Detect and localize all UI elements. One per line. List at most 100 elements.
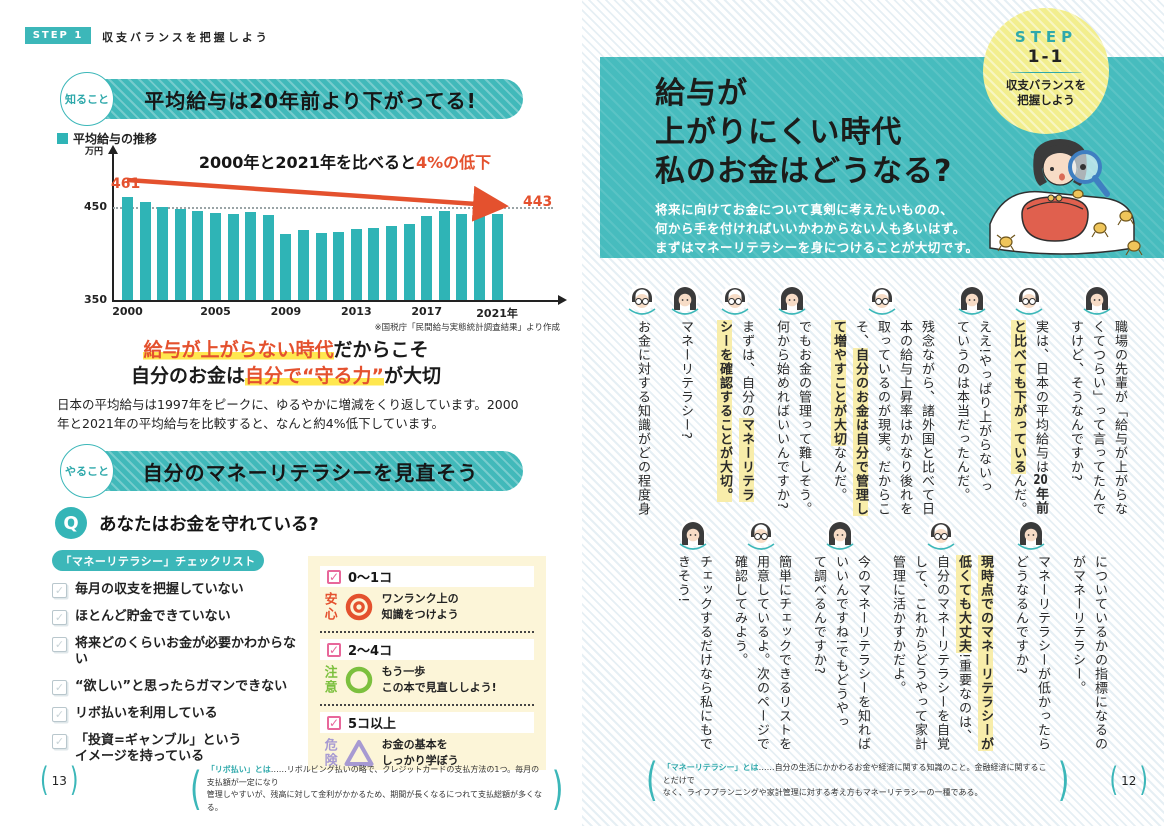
score-description: お金の基本を しっかり学ぼう (381, 738, 459, 767)
checklist-item: ✓ 毎月の収支を把握していない (52, 582, 302, 598)
checked-checkbox-icon: ✓ (327, 642, 341, 657)
paren-open-icon: ( (190, 762, 202, 816)
chart-bar (438, 210, 450, 300)
checkbox-icon: ✓ (52, 707, 67, 722)
annotation-red: 4%の低下 (415, 153, 492, 172)
do-badge: やること (60, 444, 114, 498)
speech-line: 確認してみよう。 (732, 555, 747, 667)
score-box: ✓ 0〜1コ 安心 ワンランク上の 知識をつけよう ✓ 2〜4コ 注意 もう一歩 この本で見直しし… (308, 556, 546, 770)
speech-line: 職場の先輩が「給与が上がらな (1112, 320, 1127, 516)
speech-line: どうなるんですか? (1013, 555, 1028, 675)
hero-title-line1: 給与が (655, 76, 748, 111)
y-axis-arrow-icon (108, 145, 118, 154)
speech-line: まずは、自分のマネーリテラ (739, 320, 754, 502)
score-word: 安心 (321, 592, 337, 622)
headline-line: 自分のお金は自分で“守る力”が大切 (0, 363, 572, 389)
speech-line: 本の給与上昇率はかなり後れを (897, 320, 912, 516)
paren-close-icon: ) (551, 762, 564, 816)
legend-square-icon (57, 133, 68, 144)
speech-woman: でもお金の管理って難しそう。 何から始めればいいんですか? (770, 283, 814, 533)
hero-sub-line2: 何から手を付ければいいかわからない人も多いはず。 (655, 221, 966, 236)
checklist-item-label: 「投資=ギャンブル」という イメージを持っている (75, 733, 242, 764)
score-description: ワンランク上の 知識をつけよう (381, 592, 459, 621)
headline: 給与が上がらない時代だからこそ 自分のお金は自分で“守る力”が大切 (0, 337, 572, 389)
circle-icon (344, 665, 374, 695)
speech-woman: マネーリテラシー? (670, 283, 700, 533)
chart-bar (245, 211, 257, 300)
score-count-label: 5コ以上 (348, 717, 397, 732)
speech-line: でもお金の管理って難しそう。 (796, 320, 811, 516)
speech-woman: 職場の先輩が「給与が上がらな くてつらい」って言ってたんで すけど、そうなんですか? (1064, 283, 1130, 533)
checkbox-icon: ✓ (52, 734, 67, 749)
chart-bar (368, 228, 380, 300)
dotted-separator (320, 631, 534, 633)
hero-subtitle: 将来に向けてお金について真剣に考えたいものの、 何から手を付ければいいかわからな… (655, 200, 1164, 257)
speech-line: 今のマネーリテラシーを知れば (855, 555, 870, 751)
paren-open-icon: ( (40, 761, 49, 800)
speech-line: ええ!やっぱり上がらないっ (976, 320, 991, 495)
chart-bar (315, 233, 327, 300)
avatar-spacer (1073, 518, 1103, 552)
chart-bars (112, 145, 562, 300)
speech-line: マネーリテラシーが低かったら (1035, 555, 1050, 751)
chart-bar (210, 212, 221, 300)
x-axis (112, 300, 560, 302)
step1-tag: STEP 1 (25, 27, 91, 44)
headline-segment: 自分で“守る力” (245, 365, 384, 387)
man-avatar-icon (867, 283, 897, 317)
score-description: もう一歩 この本で見直ししよう! (381, 665, 497, 694)
speech-line: て調べるんですか? (811, 555, 826, 675)
checked-checkbox-icon: ✓ (327, 715, 341, 730)
checklist-items: ✓ 毎月の収支を把握していない ✓ ほとんど貯金できていない ✓ 将来どのくらいお金が必要… (52, 582, 302, 765)
checklist-item: ✓ 「投資=ギャンブル」という イメージを持っている (52, 733, 302, 765)
step-label: STEP (1014, 28, 1078, 46)
man-avatar-icon (926, 518, 956, 552)
speech-line: についているかの指標になるの (1092, 555, 1107, 751)
speech-line: て増やすことが大切なんだ。 (831, 320, 846, 502)
checkbox-icon: ✓ (52, 583, 67, 598)
woman-avatar-icon (670, 283, 700, 317)
chart-bar (386, 225, 397, 300)
chart-bar (298, 230, 309, 300)
speech-text: 実は、日本の平均給与は20年前 と比べても下がっているんだ。 (1007, 320, 1051, 516)
y-tick-450: 450 (84, 200, 107, 213)
paren-open-icon: ( (1109, 761, 1119, 800)
double-circle-icon (344, 592, 374, 622)
speech-line: すけど、そうなんですか? (1068, 320, 1083, 482)
speech-line: シーを確認することが大切。 (717, 320, 732, 502)
speech-line: ていうのは本当だったんだ。 (954, 320, 969, 502)
step-number: 1-1 (1027, 47, 1065, 67)
speech-line: チェックするだけなら私にもで (697, 555, 712, 751)
chart-bar (139, 202, 151, 300)
chart-bar (122, 196, 133, 300)
speech-man: お金に対する知識がどの程度身 (627, 283, 657, 533)
gridline-450 (113, 207, 553, 209)
chart-annotation: 2000年と2021年を比べると4%の低下 (145, 149, 545, 173)
woman-avatar-icon (1082, 283, 1112, 317)
chart-bar (491, 213, 503, 300)
chart-bar (157, 207, 169, 300)
footnote-term: 「リボ払い」とは (206, 765, 271, 774)
speech-text: マネーリテラシー? (674, 320, 696, 440)
page-number-right: ( 12 ) (1110, 762, 1148, 800)
checklist-item: ✓ “欲しい”と思ったらガマンできない (52, 679, 302, 695)
chart-bar (421, 216, 433, 300)
score-detail-row: 注意 もう一歩 この本で見直ししよう! (320, 660, 534, 698)
speech-line: マネーリテラシー? (678, 320, 693, 440)
x-axis-arrow-icon (558, 295, 567, 305)
score-count-label: 0〜1コ (348, 571, 393, 586)
woman-avatar-icon (1016, 518, 1046, 552)
x-tick: 2009 (270, 305, 302, 318)
speech-text: チェックするだけなら私にもで きそう! (671, 555, 715, 751)
speech-line: がマネーリテラシー。 (1070, 555, 1085, 695)
footnote-left: ( 「リボ払い」とは……リボルビング払いの略で、クレジットカードの支払方法の1つ… (190, 762, 564, 816)
speech-woman: 今のマネーリテラシーを知れば いいんですね!でもどうやっ て調べるんですか? (807, 518, 873, 770)
conversation-bottom-band: についているかの指標になるの がマネーリテラシー。 マネーリテラシーが低かったら どう… (671, 518, 1110, 770)
speech-text: についているかの指標になるの がマネーリテラシー。 (1066, 555, 1110, 751)
speech-text: 現時点でのマネーリテラシーが 低くても大丈夫!重要なのは、 自分のマネーリテラシーを… (886, 555, 996, 751)
speech-line: そ、自分のお金は自分で管理し (853, 320, 868, 516)
know-badge: 知ること (60, 72, 114, 126)
footnote-right: ( 「マネーリテラシー」とは……自分の生活にかかわるお金や経済に関する知識のこと… (646, 755, 1069, 808)
hero-sub-line1: 将来に向けてお金について真剣に考えたいものの、 (655, 202, 954, 217)
